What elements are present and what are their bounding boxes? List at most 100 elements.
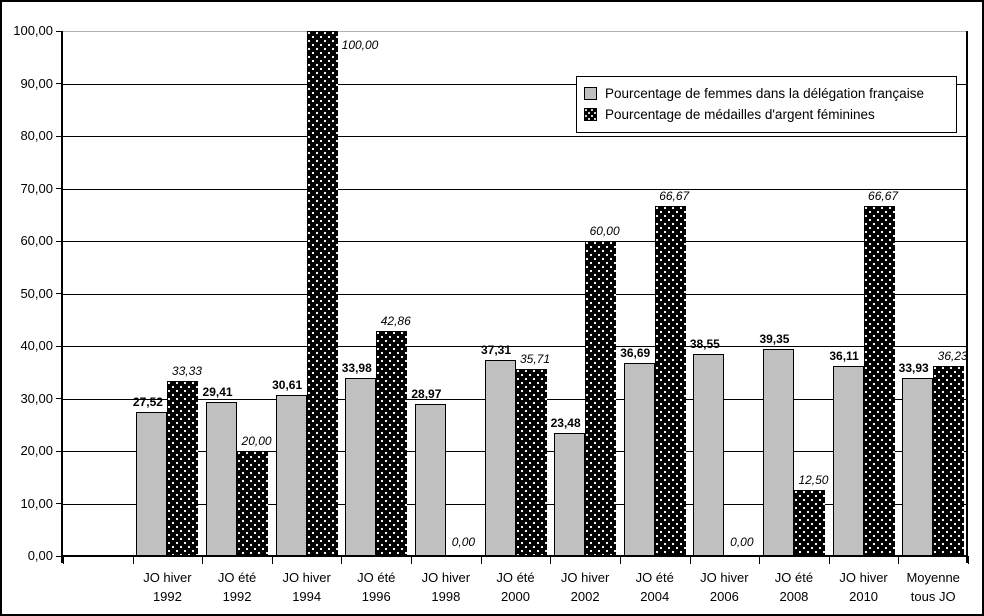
bar-medailles-1 [237, 451, 269, 556]
value-label-femmes-5: 37,31 [480, 343, 512, 358]
x-tick-4 [341, 556, 343, 564]
value-label-femmes-2: 30,61 [272, 378, 303, 393]
bar-femmes-6 [554, 432, 586, 556]
x-axis-label-line2: 1996 [361, 589, 391, 604]
bar-femmes-1 [206, 401, 238, 556]
y-tick-5 [56, 293, 63, 294]
y-axis-tick-label-10: 100,00 [13, 23, 53, 38]
x-axis-line [61, 555, 968, 557]
x-axis-label-line1: JO été [496, 570, 535, 585]
x-axis-label-6: JO hiver 2002 [545, 568, 625, 606]
bar-medailles-0 [167, 381, 199, 556]
plot-area [63, 31, 968, 556]
bar-femmes-9 [762, 349, 794, 556]
y-axis-tick-label-4: 40,00 [20, 338, 53, 353]
x-axis-label-9: JO été 2008 [754, 568, 834, 606]
x-axis-label-line2: 2006 [709, 589, 739, 604]
y-axis-tick-label-2: 20,00 [20, 443, 53, 458]
bar-femmes-10 [832, 366, 864, 556]
x-axis-label-8: JO hiver 2006 [685, 568, 765, 606]
y-axis-tick-label-9: 90,00 [20, 75, 53, 91]
x-axis-label-line2: 1992 [152, 589, 182, 604]
y-axis-tick-label-6: 60,00 [20, 233, 53, 248]
x-axis-label-11: Moyenne tous JO [893, 568, 973, 606]
value-label-femmes-4: 28,97 [411, 386, 442, 401]
x-tick-3 [271, 556, 273, 564]
x-axis-label-line1: JO hiver [421, 570, 471, 585]
x-tick-5 [411, 556, 413, 564]
bar-medailles-3 [376, 331, 408, 556]
y-axis-tick-label-5: 50,00 [20, 285, 53, 301]
y-tick-10 [56, 30, 63, 32]
legend: Pourcentage de femmes dans la délégation… [576, 76, 957, 133]
x-axis-label-line1: Moyenne [906, 570, 960, 585]
bar-medailles-5 [515, 368, 547, 556]
x-axis-label-line1: JO été [357, 570, 396, 585]
bar-femmes-3 [345, 377, 377, 556]
y-axis-tick-label-7: 70,00 [20, 180, 53, 196]
gridline-80 [63, 136, 968, 137]
bar-femmes-0 [136, 411, 168, 556]
x-axis-label-line1: JO hiver [839, 570, 888, 585]
x-axis-label-3: JO été 1996 [336, 568, 416, 606]
x-axis-label-line2: 2008 [779, 589, 809, 604]
bar-femmes-7 [623, 363, 655, 556]
value-label-medailles-9: 12,50 [798, 473, 829, 488]
x-tick-12 [898, 556, 900, 564]
y-tick-2 [56, 450, 63, 452]
y-tick-1 [56, 503, 63, 504]
x-tick-2 [202, 556, 204, 564]
x-axis-label-line1: JO été [217, 570, 257, 585]
value-label-femmes-10: 36,11 [829, 349, 859, 364]
y-axis-tick-label-1: 10,00 [20, 495, 53, 511]
value-label-femmes-3: 33,98 [341, 360, 372, 375]
x-axis-label-line1: JO hiver [282, 570, 331, 585]
x-tick-6 [480, 556, 482, 564]
bar-femmes-4 [414, 403, 446, 556]
y-axis-tick-label-0: 0,00 [27, 548, 53, 563]
y-tick-3 [56, 398, 63, 399]
y-axis-tick-label-8: 80,00 [20, 128, 53, 143]
x-axis-label-5: JO été 2000 [476, 568, 556, 606]
value-label-medailles-10: 66,67 [868, 188, 899, 203]
value-label-femmes-6: 23,48 [550, 415, 581, 430]
bar-medailles-2 [306, 31, 338, 556]
x-axis-label-line1: JO hiver [700, 570, 749, 585]
x-tick-0 [63, 556, 64, 564]
gridline-40 [63, 346, 968, 347]
y-axis-line [61, 31, 63, 563]
x-tick-13 [968, 556, 969, 564]
x-axis-label-7: JO été 2004 [615, 568, 695, 606]
x-axis-label-0: JO hiver 1992 [128, 568, 208, 606]
value-label-femmes-0: 27,52 [132, 394, 163, 409]
legend-label-femmes: Pourcentage de femmes dans la délégation… [605, 86, 924, 101]
y-axis-tick-label-3: 30,00 [20, 390, 53, 406]
x-axis-label-line2: 2004 [640, 589, 670, 604]
y-tick-7 [56, 188, 63, 189]
legend-label-medailles: Pourcentage de médailles d'argent fémini… [605, 107, 875, 122]
value-label-medailles-2: 100,00 [341, 38, 379, 52]
x-axis-label-2: JO hiver 1994 [267, 568, 347, 606]
bar-femmes-5 [484, 360, 516, 556]
legend-swatch-medailles [584, 108, 597, 121]
x-tick-7 [550, 556, 552, 564]
bar-medailles-10 [863, 205, 895, 556]
value-label-medailles-7: 66,67 [659, 188, 690, 203]
value-label-femmes-1: 29,41 [202, 384, 233, 399]
x-axis-label-line1: JO été [774, 570, 814, 585]
value-label-femmes-11: 33,93 [898, 360, 929, 375]
x-axis-label-line2: 1992 [222, 589, 252, 604]
value-label-medailles-1: 20,00 [241, 434, 272, 448]
x-axis-label-line2: tous JO [910, 589, 956, 604]
x-axis-label-line1: JO hiver [560, 570, 610, 585]
bar-femmes-11 [902, 377, 934, 556]
x-axis-label-line2: 1994 [292, 589, 322, 604]
value-label-medailles-8: 0,00 [730, 535, 754, 549]
gridline-60 [63, 241, 968, 242]
bar-medailles-11 [933, 365, 965, 556]
x-axis-label-1: JO été 1992 [197, 568, 277, 606]
y-tick-9 [56, 83, 63, 84]
x-axis-label-10: JO hiver 2010 [824, 568, 904, 606]
value-label-femmes-8: 38,55 [689, 336, 720, 351]
